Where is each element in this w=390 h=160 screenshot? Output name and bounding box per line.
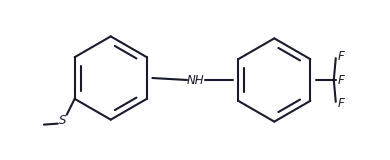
Text: F: F	[338, 73, 344, 87]
Text: F: F	[338, 50, 344, 63]
Text: NH: NH	[186, 73, 204, 87]
Text: S: S	[59, 114, 67, 127]
Text: F: F	[338, 97, 344, 110]
